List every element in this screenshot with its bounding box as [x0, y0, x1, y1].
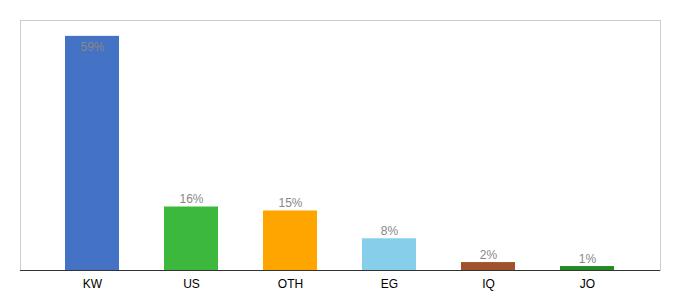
svg-text:2%: 2%: [480, 248, 498, 262]
svg-text:OTH: OTH: [278, 277, 303, 291]
svg-text:IQ: IQ: [482, 277, 495, 291]
svg-text:8%: 8%: [381, 224, 399, 238]
svg-text:EG: EG: [381, 277, 398, 291]
svg-text:1%: 1%: [579, 252, 597, 266]
svg-text:59%: 59%: [80, 40, 104, 54]
svg-text:JO: JO: [580, 277, 595, 291]
svg-text:16%: 16%: [179, 192, 203, 206]
svg-text:US: US: [183, 277, 200, 291]
svg-text:KW: KW: [83, 277, 103, 291]
svg-text:15%: 15%: [278, 196, 302, 210]
